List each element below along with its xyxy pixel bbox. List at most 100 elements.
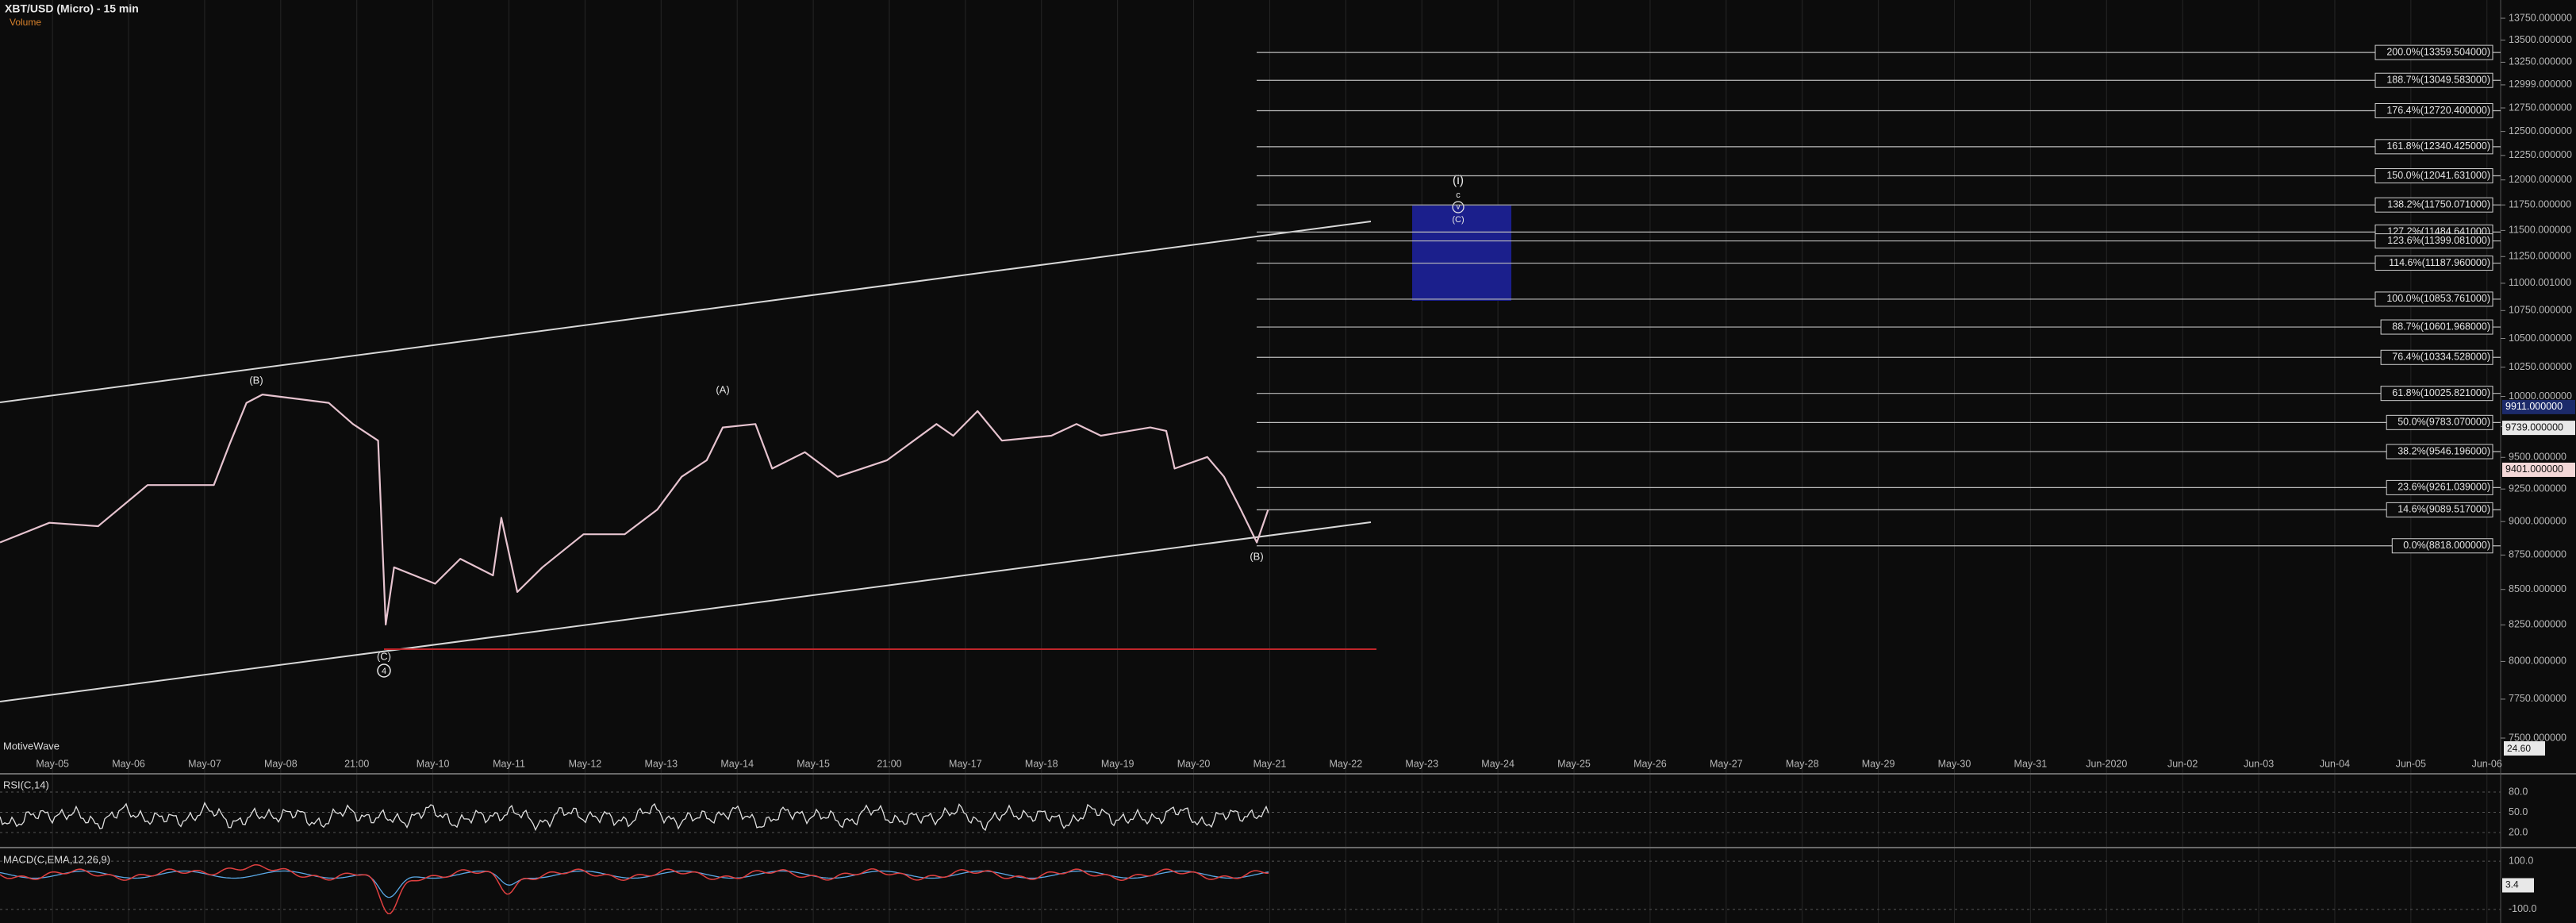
fib-label: 188.7%(13049.583000) (2386, 75, 2490, 86)
wave-label: (A) (716, 383, 729, 395)
x-tick-label: May-05 (36, 758, 69, 769)
rsi-title: RSI(C,14) (3, 779, 49, 790)
price-line (0, 394, 1269, 626)
x-tick-label: May-20 (1177, 758, 1211, 769)
brand: MotiveWave (3, 740, 60, 752)
x-tick-label: May-06 (112, 758, 145, 769)
indicator-tick-label: 50.0 (2509, 806, 2528, 817)
y-tick-label: 7500.000000 (2509, 732, 2566, 743)
x-tick-label: May-19 (1101, 758, 1134, 769)
indicator-tick-label: 80.0 (2509, 786, 2528, 797)
x-tick-label: Jun-05 (2396, 758, 2426, 769)
channel-lower (0, 521, 1372, 702)
y-tick-label: 8500.000000 (2509, 583, 2566, 594)
rsi-line (0, 801, 1269, 832)
y-tick-label: 12750.000000 (2509, 102, 2572, 113)
x-tick-label: May-29 (1862, 758, 1895, 769)
y-tick-label: 12000.000000 (2509, 174, 2572, 185)
target-box (1412, 206, 1511, 301)
price-tag: 9401.000000 (2505, 463, 2563, 475)
x-tick-label: May-31 (2014, 758, 2048, 769)
x-tick-label: May-07 (188, 758, 221, 769)
fib-label-bg (2374, 44, 2493, 60)
x-tick-label: May-24 (1481, 758, 1515, 769)
y-tick-label: 8000.000000 (2509, 656, 2566, 667)
fib-label: 176.4%(12720.400000) (2386, 105, 2490, 116)
x-tick-label: May-15 (797, 758, 830, 769)
fib-label-bg (2386, 444, 2493, 460)
macd-tag: 3.4 (2505, 879, 2519, 890)
wave-label: 4 (382, 667, 386, 676)
x-tick-label: May-26 (1634, 758, 1667, 769)
fib-label-bg (2374, 233, 2493, 249)
x-tick-label: May-12 (569, 758, 602, 769)
x-tick-label: Jun-2020 (2086, 758, 2127, 769)
y-tick-label: 7750.000000 (2509, 693, 2566, 704)
fib-label: 23.6%(9261.039000) (2397, 482, 2490, 493)
fib-label: 150.0%(12041.631000) (2386, 170, 2490, 181)
y-tick-label: 13750.000000 (2509, 12, 2572, 23)
y-tick-label: 11500.000000 (2509, 225, 2571, 236)
wave-label: (C) (377, 650, 391, 662)
fib-label: 50.0%(9783.070000) (2397, 417, 2490, 428)
fib-label: 200.0%(13359.504000) (2386, 46, 2490, 57)
x-tick-label: Jun-02 (2167, 758, 2198, 769)
x-tick-label: May-08 (264, 758, 298, 769)
wave-label: (B) (1250, 550, 1263, 562)
y-tick-label: 11250.000000 (2509, 251, 2571, 262)
wave-label: (C) (1452, 215, 1464, 225)
y-tick-label: 10250.000000 (2509, 361, 2572, 372)
fib-label-bg (2374, 256, 2493, 271)
fib-label: 76.4%(10334.528000) (2392, 352, 2490, 363)
price-tag-bg (2502, 462, 2575, 477)
x-tick-label: May-11 (493, 758, 525, 769)
x-tick-label: 21:00 (877, 758, 901, 769)
indicator-tick-label: 100.0 (2509, 855, 2533, 866)
x-tick-label: May-30 (1938, 758, 1971, 769)
y-tick-label: 10500.000000 (2509, 333, 2572, 344)
fib-label-bg (2374, 291, 2493, 307)
macd-line (0, 863, 1269, 914)
x-tick-label: May-14 (720, 758, 754, 769)
y-tick-label: 12250.000000 (2509, 149, 2572, 160)
y-tick-label: 12999.000000 (2509, 79, 2572, 90)
y-tick-label: 9500.000000 (2509, 452, 2566, 463)
x-tick-label: May-13 (644, 758, 678, 769)
fib-label: 38.2%(9546.196000) (2397, 445, 2490, 456)
price-tag-bg (2502, 399, 2575, 414)
wave-label: (i) (1453, 174, 1464, 187)
fib-label-bg (2386, 414, 2493, 430)
x-tick-label: May-18 (1025, 758, 1058, 769)
x-tick-label: Jun-06 (2472, 758, 2502, 769)
x-tick-label: May-23 (1405, 758, 1438, 769)
x-tick-label: May-28 (1786, 758, 1819, 769)
fib-label-bg (2374, 197, 2493, 213)
chart-title: XBT/USD (Micro) - 15 min (5, 2, 139, 15)
fib-label: 14.6%(9089.517000) (2397, 504, 2490, 515)
grid (52, 0, 2488, 923)
y-tick-label: 13250.000000 (2509, 56, 2572, 67)
x-tick-label: May-25 (1557, 758, 1591, 769)
x-tick-label: May-10 (417, 758, 450, 769)
fib-label-bg (2386, 502, 2493, 517)
fib-label: 114.6%(11187.960000) (2389, 257, 2490, 268)
x-tick-label: May-27 (1710, 758, 1743, 769)
indicator-tick-label: 20.0 (2509, 826, 2528, 837)
y-tick-label: 11750.000000 (2509, 199, 2571, 210)
x-tick-label: May-22 (1330, 758, 1363, 769)
macd-tag-bg (2502, 878, 2534, 893)
y-tick-label: 9000.000000 (2509, 515, 2566, 526)
fib-label-bg (2386, 479, 2493, 495)
volume-tag: 24.60 (2507, 743, 2531, 754)
indicator-tick-label: -100.0 (2509, 903, 2536, 914)
y-tick-label: 10000.000000 (2509, 390, 2572, 402)
fib-label-bg (2374, 139, 2493, 155)
fib-label-bg (2374, 102, 2493, 118)
x-tick-label: May-21 (1253, 758, 1287, 769)
y-tick-label: 13500.000000 (2509, 34, 2572, 45)
fib-label-bg (2380, 349, 2493, 365)
price-tag: 9911.000000 (2505, 401, 2563, 412)
wave-circle (377, 663, 391, 678)
y-tick-label: 8750.000000 (2509, 549, 2566, 560)
